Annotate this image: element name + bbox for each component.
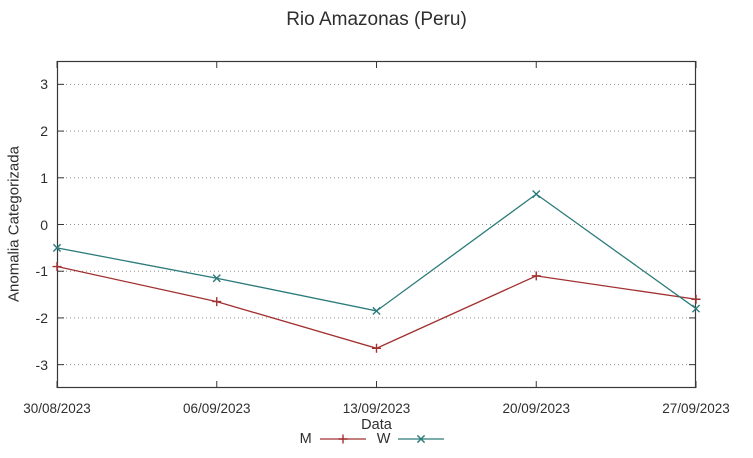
series-line-m (56, 265, 697, 349)
x-tick-label: 30/08/2023 (23, 401, 91, 416)
legend: M W (0, 431, 744, 447)
legend-sample-line-m (319, 434, 366, 444)
x-tick-label: 06/09/2023 (182, 401, 251, 416)
series-markers-w (52, 190, 701, 316)
y-tick-label: 1 (40, 169, 48, 186)
x-axis-label: Data (361, 417, 392, 433)
y-tick-label: -2 (35, 309, 48, 326)
legend-label-w: W (376, 431, 391, 447)
legend-label-m: M (299, 431, 312, 447)
legend-entry-w: W (377, 431, 445, 447)
y-tick-label: 2 (40, 123, 48, 140)
chart-title: Rio Amazonas (Peru) (286, 9, 467, 30)
x-tick-label: 27/09/2023 (662, 401, 730, 416)
series-line-w (56, 193, 697, 312)
plot-border (56, 60, 697, 389)
plot-area (52, 60, 701, 389)
legend-marker-cross-icon (417, 434, 426, 444)
x-tick-label: 20/09/2023 (502, 401, 571, 416)
y-tick-label: -3 (35, 356, 48, 373)
y-tick-label: 0 (40, 216, 48, 233)
y-tick-label: -1 (35, 263, 48, 280)
y-tick-label: 3 (40, 76, 48, 93)
series-markers-m (52, 262, 701, 353)
legend-sample-line-w (398, 434, 445, 444)
legend-entry-m: M (300, 431, 366, 447)
legend-marker-plus-icon (338, 434, 348, 444)
x-tick-label: 13/09/2023 (342, 401, 411, 416)
